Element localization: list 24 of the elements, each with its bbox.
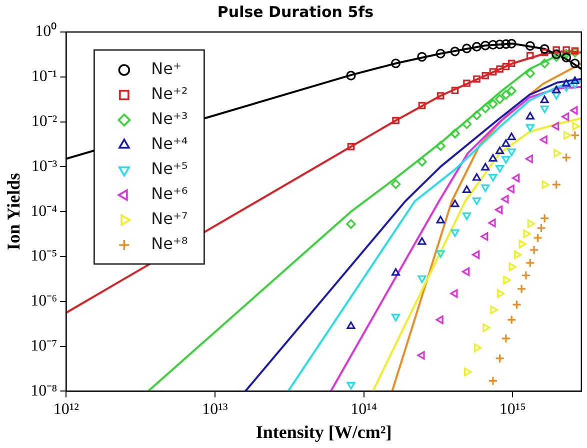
legend-label: Ne⁺ xyxy=(151,59,182,78)
legend-label: Ne⁺³ xyxy=(151,109,188,128)
y-tick-label: 10⁻⁵ xyxy=(30,248,58,265)
chart-title: Pulse Duration 5fs xyxy=(217,2,374,21)
y-tick-label: 10⁻¹ xyxy=(31,68,58,86)
x-tick-label: 10¹⁵ xyxy=(499,401,526,418)
x-tick-label: 10¹² xyxy=(53,401,80,418)
legend-label: Ne⁺⁸ xyxy=(151,234,188,254)
y-tick-label: 10⁻² xyxy=(31,113,58,130)
y-axis-title: Ion Yields xyxy=(3,173,24,250)
legend-label: Ne⁺⁶ xyxy=(151,184,188,204)
x-axis-title: Intensity [W/cm²] xyxy=(256,422,392,442)
y-tick-label: 10⁻⁶ xyxy=(30,292,58,310)
x-tick-label: 10¹⁴ xyxy=(350,401,378,418)
legend-label: Ne⁺⁴ xyxy=(151,134,188,154)
y-tick-label: 10⁻³ xyxy=(31,158,58,175)
y-tick-label: 10⁻⁷ xyxy=(30,338,58,355)
x-tick-label: 10¹³ xyxy=(202,401,228,418)
legend-label: Ne⁺⁷ xyxy=(151,209,188,228)
y-tick-label: 10⁰ xyxy=(35,22,58,40)
legend-label: Ne⁺² xyxy=(151,84,188,104)
y-tick-label: 10⁻⁸ xyxy=(30,382,58,400)
y-tick-label: 10⁻⁴ xyxy=(30,202,58,220)
legend-label: Ne⁺⁵ xyxy=(151,159,188,178)
